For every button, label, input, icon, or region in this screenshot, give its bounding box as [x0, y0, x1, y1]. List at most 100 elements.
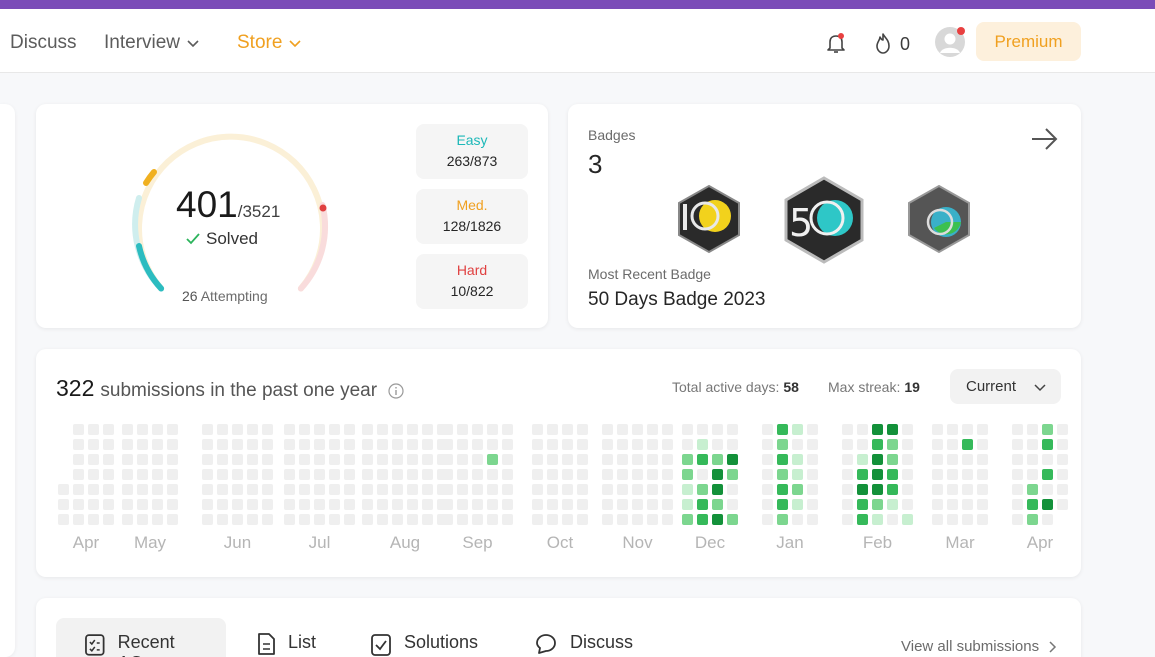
calendar-day-cell[interactable]	[617, 424, 628, 435]
calendar-day-cell[interactable]	[362, 454, 373, 465]
calendar-day-cell[interactable]	[617, 484, 628, 495]
calendar-day-cell[interactable]	[902, 514, 913, 525]
calendar-day-cell[interactable]	[842, 424, 853, 435]
calendar-day-cell[interactable]	[932, 424, 943, 435]
calendar-day-cell[interactable]	[314, 439, 325, 450]
calendar-day-cell[interactable]	[532, 469, 543, 480]
calendar-day-cell[interactable]	[247, 454, 258, 465]
calendar-day-cell[interactable]	[73, 514, 84, 525]
calendar-day-cell[interactable]	[392, 424, 403, 435]
calendar-day-cell[interactable]	[202, 424, 213, 435]
calendar-day-cell[interactable]	[547, 499, 558, 510]
calendar-day-cell[interactable]	[152, 454, 163, 465]
calendar-day-cell[interactable]	[682, 499, 693, 510]
calendar-day-cell[interactable]	[872, 499, 883, 510]
calendar-day-cell[interactable]	[284, 439, 295, 450]
calendar-day-cell[interactable]	[362, 439, 373, 450]
calendar-day-cell[interactable]	[662, 499, 673, 510]
calendar-day-cell[interactable]	[422, 484, 433, 495]
calendar-day-cell[interactable]	[58, 499, 69, 510]
calendar-day-cell[interactable]	[457, 514, 468, 525]
calendar-day-cell[interactable]	[632, 424, 643, 435]
calendar-day-cell[interactable]	[392, 484, 403, 495]
calendar-day-cell[interactable]	[727, 514, 738, 525]
calendar-day-cell[interactable]	[962, 469, 973, 480]
calendar-day-cell[interactable]	[329, 469, 340, 480]
calendar-day-cell[interactable]	[377, 499, 388, 510]
calendar-day-cell[interactable]	[262, 484, 273, 495]
calendar-day-cell[interactable]	[344, 484, 355, 495]
calendar-day-cell[interactable]	[262, 424, 273, 435]
calendar-day-cell[interactable]	[792, 514, 803, 525]
calendar-day-cell[interactable]	[262, 499, 273, 510]
calendar-day-cell[interactable]	[577, 469, 588, 480]
tab-list[interactable]: List	[256, 618, 316, 657]
calendar-day-cell[interactable]	[407, 514, 418, 525]
calendar-day-cell[interactable]	[962, 439, 973, 450]
calendar-day-cell[interactable]	[562, 454, 573, 465]
calendar-day-cell[interactable]	[103, 424, 114, 435]
calendar-day-cell[interactable]	[662, 514, 673, 525]
calendar-day-cell[interactable]	[122, 424, 133, 435]
calendar-day-cell[interactable]	[284, 499, 295, 510]
calendar-day-cell[interactable]	[842, 454, 853, 465]
calendar-day-cell[interactable]	[457, 469, 468, 480]
calendar-day-cell[interactable]	[762, 424, 773, 435]
calendar-day-cell[interactable]	[284, 514, 295, 525]
100-days-badge-icon[interactable]	[676, 184, 742, 254]
calendar-day-cell[interactable]	[602, 469, 613, 480]
calendar-day-cell[interactable]	[887, 514, 898, 525]
calendar-day-cell[interactable]	[103, 469, 114, 480]
calendar-day-cell[interactable]	[329, 439, 340, 450]
calendar-day-cell[interactable]	[762, 454, 773, 465]
calendar-day-cell[interactable]	[947, 454, 958, 465]
calendar-day-cell[interactable]	[232, 469, 243, 480]
calendar-day-cell[interactable]	[1042, 439, 1053, 450]
calendar-day-cell[interactable]	[407, 424, 418, 435]
calendar-day-cell[interactable]	[932, 514, 943, 525]
calendar-day-cell[interactable]	[872, 469, 883, 480]
premium-button[interactable]: Premium	[976, 22, 1081, 61]
calendar-day-cell[interactable]	[457, 484, 468, 495]
calendar-day-cell[interactable]	[377, 514, 388, 525]
calendar-day-cell[interactable]	[88, 484, 99, 495]
calendar-day-cell[interactable]	[697, 424, 708, 435]
calendar-day-cell[interactable]	[103, 514, 114, 525]
calendar-day-cell[interactable]	[1057, 484, 1068, 495]
calendar-day-cell[interactable]	[487, 439, 498, 450]
calendar-day-cell[interactable]	[792, 424, 803, 435]
calendar-day-cell[interactable]	[137, 424, 148, 435]
calendar-day-cell[interactable]	[422, 469, 433, 480]
calendar-day-cell[interactable]	[857, 424, 868, 435]
calendar-day-cell[interactable]	[344, 499, 355, 510]
avatar[interactable]	[934, 26, 966, 58]
calendar-day-cell[interactable]	[562, 469, 573, 480]
calendar-day-cell[interactable]	[682, 424, 693, 435]
calendar-day-cell[interactable]	[73, 469, 84, 480]
calendar-day-cell[interactable]	[962, 499, 973, 510]
calendar-day-cell[interactable]	[167, 424, 178, 435]
calendar-day-cell[interactable]	[472, 439, 483, 450]
calendar-day-cell[interactable]	[887, 424, 898, 435]
calendar-day-cell[interactable]	[887, 439, 898, 450]
calendar-day-cell[interactable]	[1027, 484, 1038, 495]
calendar-day-cell[interactable]	[947, 484, 958, 495]
calendar-day-cell[interactable]	[442, 469, 453, 480]
calendar-day-cell[interactable]	[442, 439, 453, 450]
calendar-day-cell[interactable]	[697, 499, 708, 510]
calendar-day-cell[interactable]	[697, 514, 708, 525]
calendar-day-cell[interactable]	[792, 439, 803, 450]
calendar-day-cell[interactable]	[487, 499, 498, 510]
calendar-day-cell[interactable]	[792, 469, 803, 480]
calendar-day-cell[interactable]	[602, 514, 613, 525]
calendar-day-cell[interactable]	[472, 514, 483, 525]
calendar-day-cell[interactable]	[217, 424, 228, 435]
calendar-day-cell[interactable]	[547, 439, 558, 450]
calendar-day-cell[interactable]	[314, 499, 325, 510]
calendar-day-cell[interactable]	[1057, 469, 1068, 480]
calendar-day-cell[interactable]	[617, 439, 628, 450]
calendar-day-cell[interactable]	[617, 469, 628, 480]
calendar-day-cell[interactable]	[472, 499, 483, 510]
calendar-day-cell[interactable]	[842, 499, 853, 510]
calendar-day-cell[interactable]	[662, 484, 673, 495]
